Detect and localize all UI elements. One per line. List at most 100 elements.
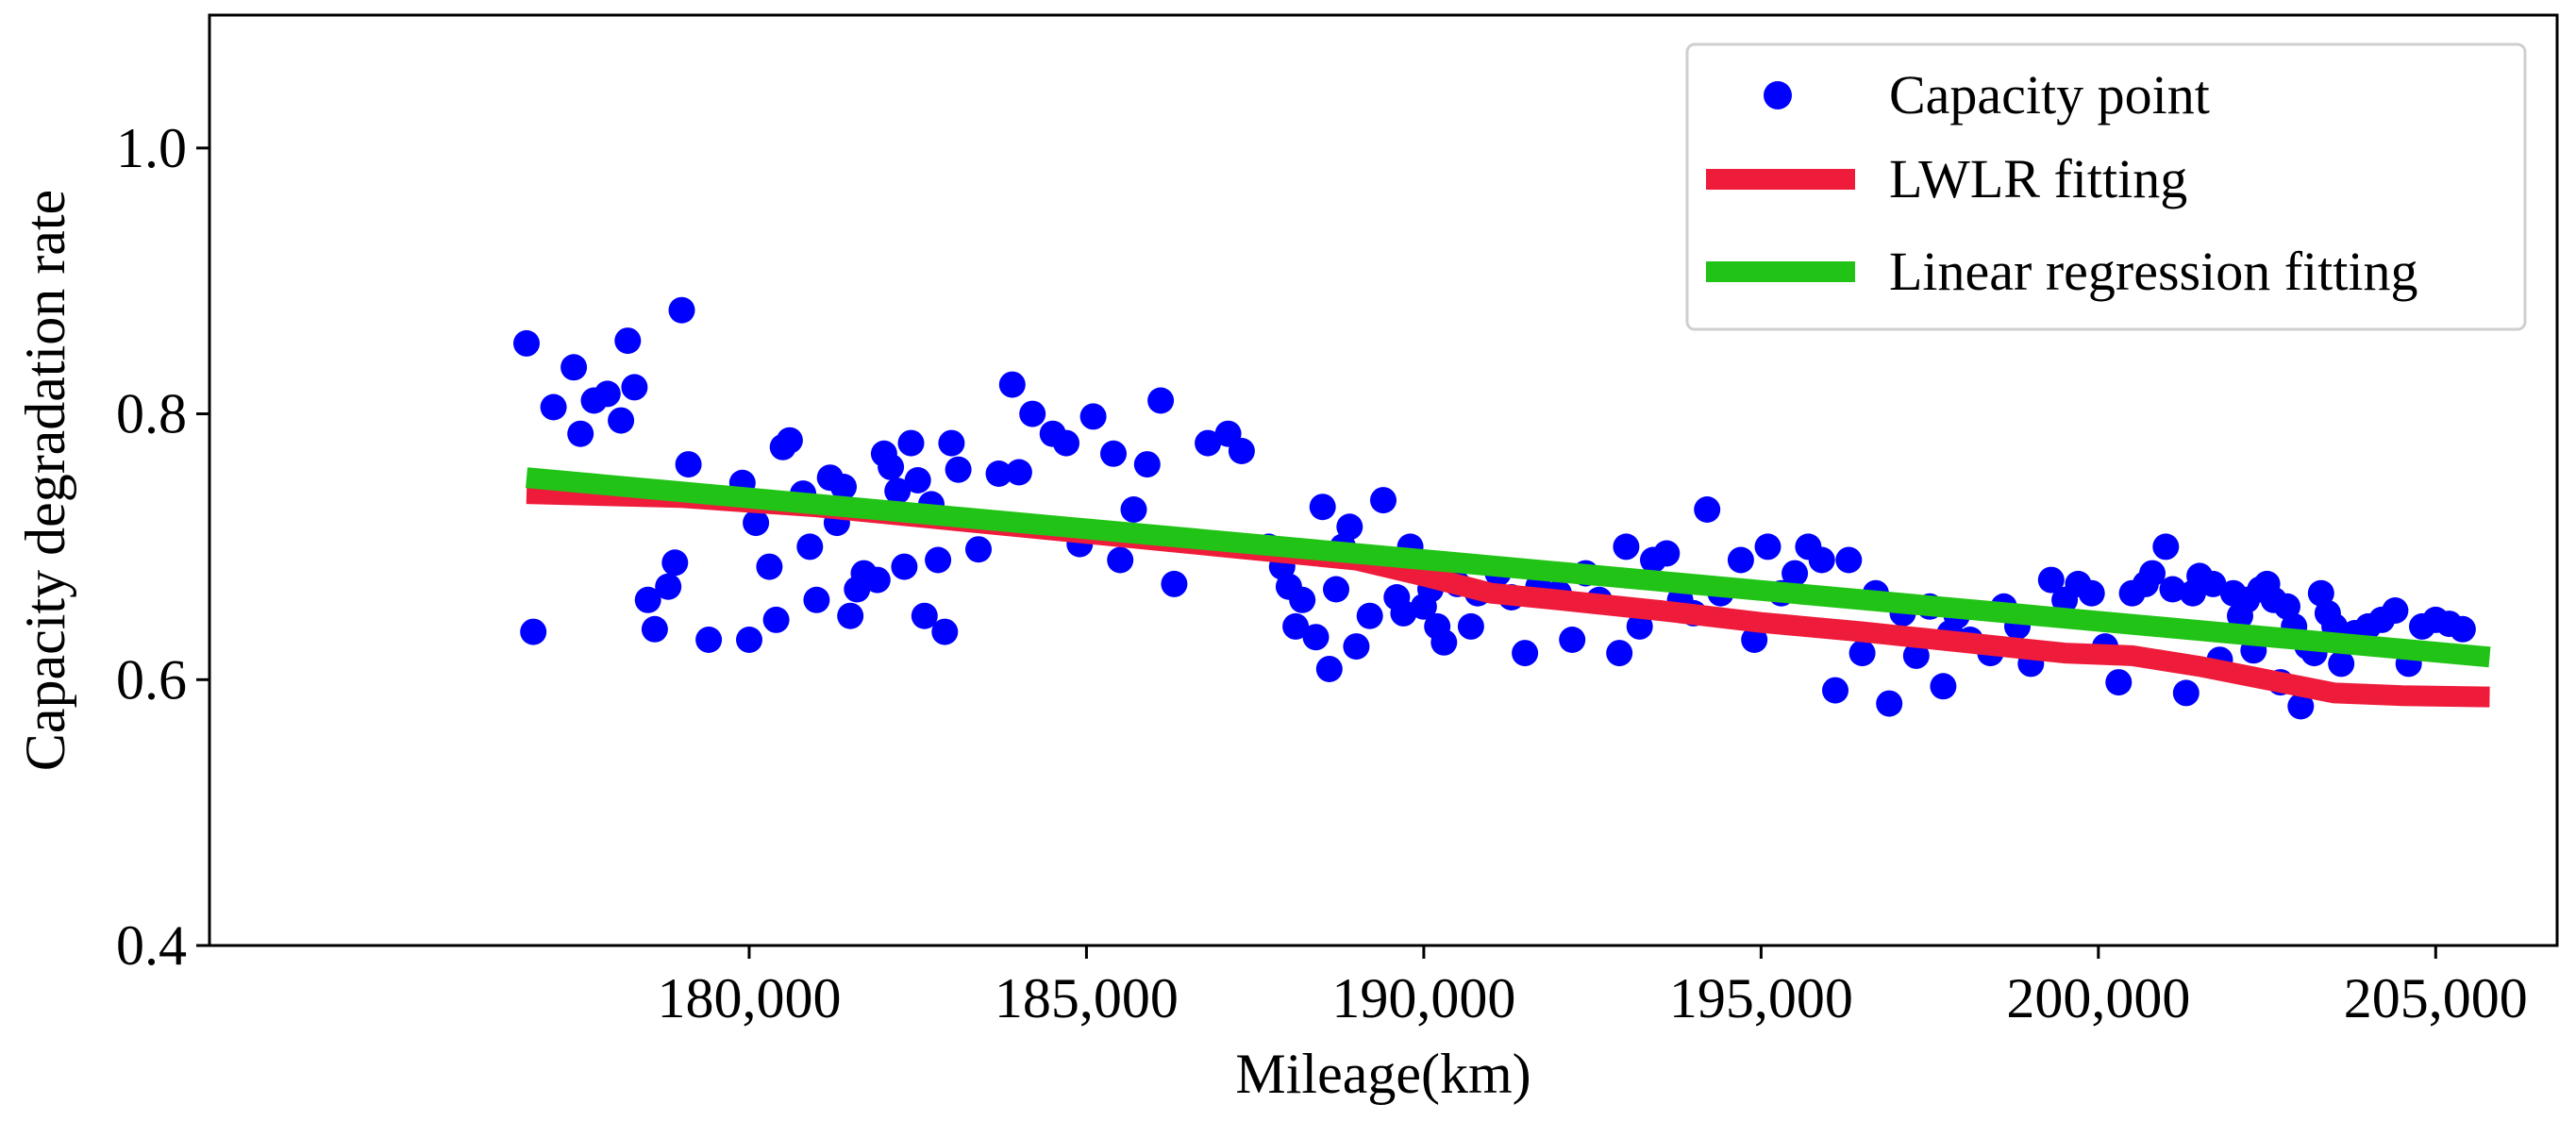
- capacity-point: [897, 429, 925, 457]
- capacity-point: [2200, 570, 2227, 597]
- capacity-point: [675, 451, 702, 478]
- x-tick-label: 180,000: [657, 967, 841, 1029]
- capacity-point: [1727, 546, 1754, 574]
- capacity-point: [1902, 642, 1930, 669]
- capacity-point: [621, 374, 648, 401]
- capacity-point: [1457, 612, 1484, 640]
- capacity-point: [1653, 540, 1681, 567]
- capacity-point: [1613, 533, 1640, 560]
- capacity-point: [661, 549, 689, 577]
- y-tick-label: 0.4: [116, 914, 187, 977]
- capacity-point: [2139, 560, 2166, 587]
- capacity-point: [2274, 593, 2300, 620]
- y-tick-label: 0.6: [116, 648, 187, 711]
- capacity-point: [1343, 633, 1370, 661]
- capacity-point: [998, 371, 1026, 398]
- capacity-point: [1195, 429, 1222, 457]
- capacity-point: [830, 474, 857, 500]
- capacity-point: [1228, 438, 1255, 464]
- capacity-point: [1430, 628, 1458, 656]
- capacity-point: [1323, 576, 1349, 603]
- capacity-point: [1370, 487, 1397, 514]
- capacity-point: [655, 573, 682, 600]
- capacity-point: [837, 602, 864, 629]
- capacity-point: [567, 420, 594, 447]
- capacity-point: [614, 327, 642, 355]
- capacity-point: [1100, 440, 1127, 467]
- capacity-point: [736, 627, 762, 653]
- capacity-point: [1019, 400, 1046, 427]
- capacity-point: [1282, 612, 1310, 640]
- capacity-point: [938, 429, 965, 457]
- capacity-point: [776, 427, 803, 454]
- capacity-point: [911, 602, 938, 629]
- capacity-point: [1336, 513, 1363, 541]
- x-tick-label: 200,000: [2006, 967, 2190, 1029]
- capacity-point: [1309, 494, 1336, 521]
- plot-frame: [208, 13, 2559, 947]
- capacity-point: [1107, 546, 1134, 574]
- x-axis-label: Mileage(km): [1235, 1043, 1531, 1105]
- capacity-point: [1390, 599, 1417, 627]
- capacity-point: [2159, 576, 2186, 603]
- capacity-point: [796, 533, 824, 560]
- capacity-point: [803, 586, 830, 613]
- x-axis-ticks: 180,000 185,000 190,000 195,000 200,000 205,0…: [657, 945, 2528, 1029]
- capacity-point: [1161, 570, 1188, 597]
- capacity-point: [560, 354, 588, 381]
- capacity-point: [695, 627, 723, 653]
- capacity-point: [1822, 677, 1848, 704]
- capacity-point: [1754, 533, 1781, 560]
- capacity-point: [756, 553, 783, 580]
- capacity-point: [2037, 566, 2065, 594]
- capacity-point: [1512, 640, 1539, 667]
- y-axis-ticks: 0.4 0.6 0.8 1.0: [116, 117, 209, 977]
- legend: Capacity point LWLR fitting Linear regre…: [1685, 42, 2527, 331]
- capacity-point: [985, 460, 1012, 487]
- capacity-point: [743, 510, 770, 537]
- capacity-point: [931, 618, 959, 645]
- capacity-point: [540, 393, 567, 421]
- capacity-point: [594, 380, 621, 408]
- capacity-point: [1848, 640, 1876, 667]
- y-tick-label: 1.0: [116, 117, 187, 179]
- legend-label-capacity-point: Capacity point: [1889, 64, 2210, 125]
- capacity-point: [1315, 656, 1343, 682]
- capacity-point: [2105, 669, 2133, 696]
- capacity-point: [863, 566, 891, 594]
- linear-regression-line: [525, 467, 2491, 668]
- capacity-point: [1781, 560, 1809, 587]
- capacity-point: [1876, 690, 1903, 717]
- capacity-point: [1053, 429, 1079, 457]
- capacity-point: [1835, 546, 1863, 574]
- capacity-point: [891, 553, 918, 580]
- capacity-point: [608, 407, 635, 434]
- capacity-point: [2449, 615, 2476, 643]
- legend-label-linear-regression: Linear regression fitting: [1889, 241, 2418, 302]
- capacity-point: [2382, 597, 2409, 624]
- x-tick-label: 190,000: [1331, 967, 1515, 1029]
- y-tick-label: 0.8: [116, 383, 187, 445]
- capacity-point: [1079, 403, 1107, 430]
- capacity-point: [1302, 624, 1330, 651]
- x-tick-label: 185,000: [995, 967, 1179, 1029]
- capacity-point: [762, 606, 790, 633]
- y-axis-label: Capacity degradation rate: [14, 190, 76, 771]
- capacity-point: [2328, 650, 2355, 678]
- capacity-point: [965, 536, 992, 563]
- capacity-point: [1606, 640, 1633, 667]
- capacity-point: [1626, 612, 1653, 640]
- capacity-point: [641, 615, 668, 643]
- capacity-point: [2172, 679, 2200, 707]
- capacity-point: [1694, 496, 1721, 523]
- x-tick-label: 205,000: [2344, 967, 2528, 1029]
- capacity-point: [1005, 459, 1032, 486]
- capacity-point: [513, 329, 540, 357]
- capacity-point: [520, 618, 547, 645]
- legend-label-lwlr-fitting: LWLR fitting: [1889, 148, 2187, 209]
- capacity-point: [2078, 579, 2105, 607]
- capacity-point: [1356, 602, 1383, 629]
- capacity-point: [1133, 451, 1161, 478]
- legend-box: [1685, 42, 2527, 331]
